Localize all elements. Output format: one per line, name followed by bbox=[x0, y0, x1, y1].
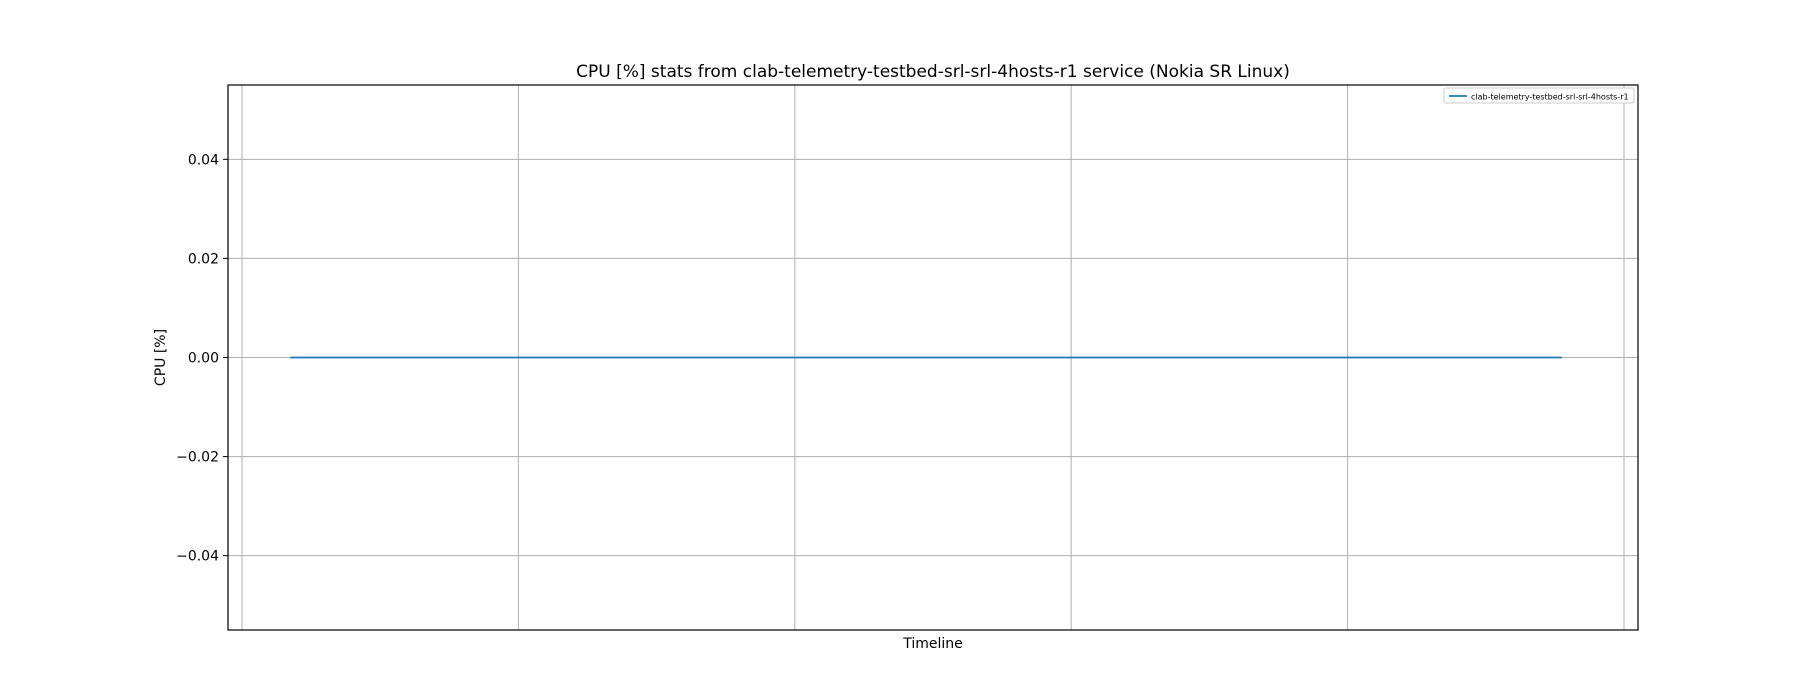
legend-entry-label: clab-telemetry-testbed-srl-srl-4hosts-r1 bbox=[1471, 93, 1629, 102]
y-tick-label: 0.00 bbox=[188, 351, 219, 367]
y-tick-label: 0.02 bbox=[188, 251, 219, 267]
chart-title: CPU [%] stats from clab-telemetry-testbe… bbox=[576, 62, 1290, 82]
y-tick-label: −0.02 bbox=[176, 450, 219, 466]
y-axis-label: CPU [%] bbox=[153, 329, 169, 386]
x-axis-label: Timeline bbox=[902, 636, 963, 652]
legend: clab-telemetry-testbed-srl-srl-4hosts-r1 bbox=[1443, 87, 1635, 104]
legend-box bbox=[1443, 87, 1635, 104]
y-tick-label: −0.04 bbox=[176, 549, 219, 565]
ticks-layer: 0.04 0.02 0.00 −0.02 −0.04 bbox=[176, 152, 228, 565]
y-tick-label: 0.04 bbox=[188, 152, 219, 168]
